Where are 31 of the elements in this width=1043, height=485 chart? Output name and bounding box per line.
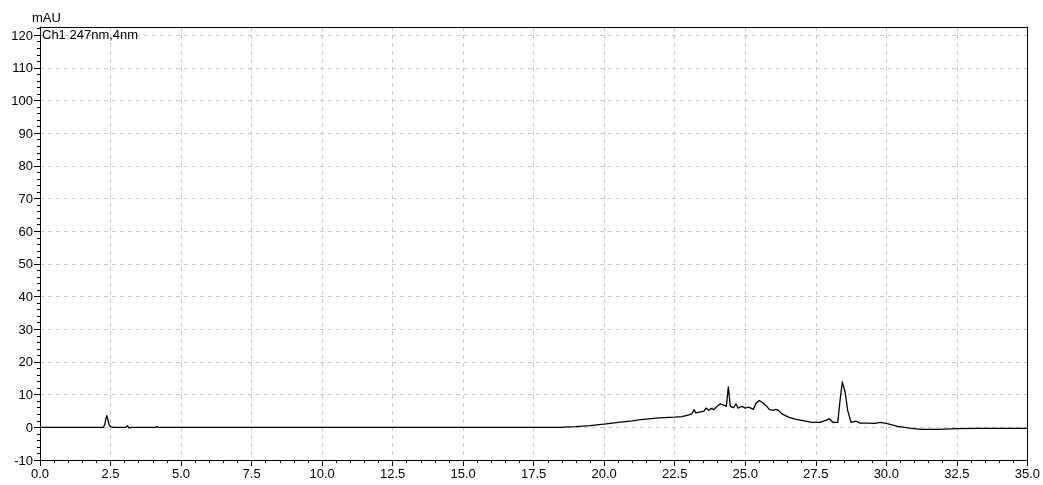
x-tick-label: 7.5 <box>242 466 261 481</box>
y-tick-label: 110 <box>12 60 33 76</box>
x-tick-label: 25.0 <box>732 466 758 481</box>
x-tick-label: 30.0 <box>873 466 899 481</box>
y-tick-label: 10 <box>18 387 33 403</box>
y-tick-label: 0 <box>25 419 33 435</box>
y-tick-label: 70 <box>18 191 33 207</box>
x-tick-label: 2.5 <box>101 466 120 481</box>
y-tick-label: 20 <box>18 354 33 370</box>
x-tick-label: 12.5 <box>379 466 406 481</box>
x-tick-label: 17.5 <box>521 466 547 481</box>
y-tick-label: 90 <box>18 125 33 141</box>
x-tick-label: 22.5 <box>662 466 688 481</box>
annotation: Ch1 247nm,4nm <box>42 27 139 42</box>
x-tick-label: 35.0 <box>1014 466 1041 481</box>
x-tick-label: 15.0 <box>450 466 476 481</box>
y-tick-label: 100 <box>11 93 33 109</box>
x-tick-label: 32.5 <box>944 466 970 481</box>
y-tick-label: 50 <box>18 256 33 272</box>
y-tick-label: 80 <box>18 158 33 174</box>
y-tick-label: 40 <box>18 289 33 305</box>
x-tick-label: 10.0 <box>309 466 335 481</box>
y-tick-label: 60 <box>18 223 33 239</box>
x-tick-label: 27.5 <box>803 466 829 481</box>
x-tick-label: 5.0 <box>172 466 191 481</box>
y-tick-label: 30 <box>18 321 33 337</box>
y-tick-label: 120 <box>11 27 33 43</box>
y-axis-title: mAU <box>32 10 61 25</box>
y-tick-label: -10 <box>14 452 33 468</box>
x-tick-label: 0.0 <box>30 466 50 481</box>
x-tick-label: 20.0 <box>591 466 617 481</box>
